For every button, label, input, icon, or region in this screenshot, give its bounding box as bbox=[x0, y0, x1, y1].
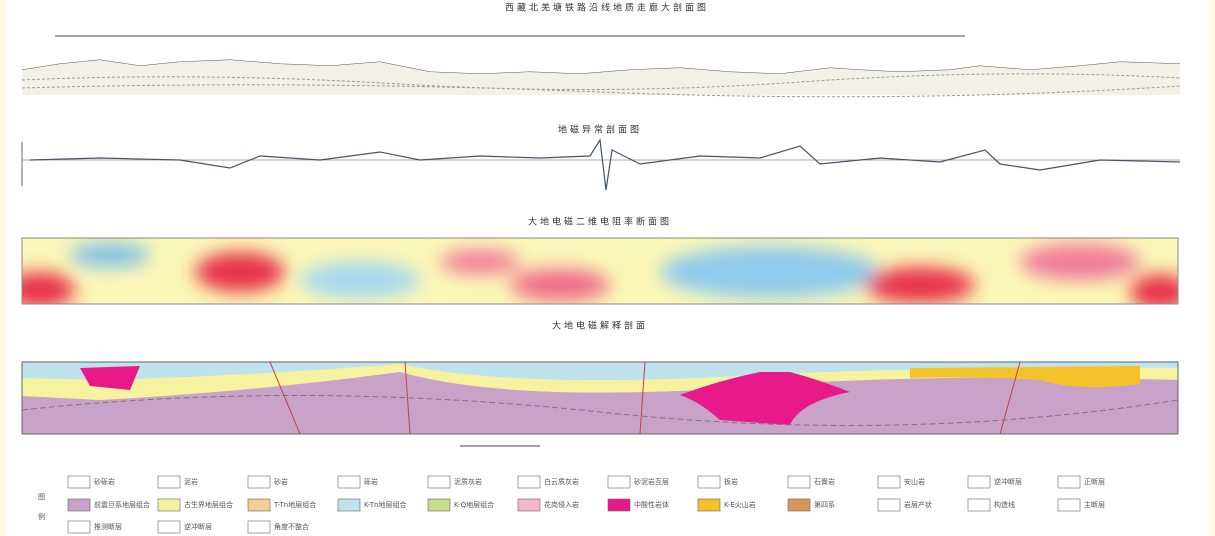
legend-label: 岩层产状 bbox=[904, 500, 932, 509]
legend-label: 主断层 bbox=[1084, 500, 1105, 509]
legend-swatch bbox=[68, 521, 90, 533]
legend-label: 石膏岩 bbox=[814, 477, 835, 486]
legend-label: 推测断层 bbox=[94, 522, 122, 531]
legend-label: 砂岩 bbox=[274, 477, 288, 486]
panel-title: 大地电磁二维电阻率断面图 bbox=[528, 216, 672, 228]
legend-label: T-Tn地层组合 bbox=[273, 500, 316, 509]
legend-label: K-Tn地层组合 bbox=[364, 500, 406, 509]
legend-label: 板岩 bbox=[724, 477, 738, 486]
legend-label: 古生界地层组合 bbox=[184, 500, 233, 509]
legend-label: 角度不整合 bbox=[274, 522, 309, 531]
legend-swatch bbox=[158, 521, 180, 533]
legend-label: 泥质灰岩 bbox=[454, 477, 482, 486]
legend-swatch bbox=[518, 499, 540, 511]
legend-swatch bbox=[68, 499, 90, 511]
legend-label: 花岗侵入岩 bbox=[544, 500, 579, 509]
legend-label: 第四系 bbox=[814, 500, 835, 509]
legend-swatch bbox=[248, 521, 270, 533]
legend-label: 逆冲断层 bbox=[994, 477, 1022, 486]
legend-swatch bbox=[68, 476, 90, 488]
legend-label: 正断层 bbox=[1084, 477, 1105, 486]
legend-swatch bbox=[698, 499, 720, 511]
legend-swatch bbox=[788, 499, 810, 511]
legend-swatch bbox=[248, 476, 270, 488]
legend-swatch bbox=[968, 476, 990, 488]
legend-label: 逆冲断层 bbox=[184, 522, 212, 531]
legend-swatch bbox=[878, 499, 900, 511]
panel-title: 地磁异常剖面图 bbox=[558, 124, 642, 136]
legend-swatch bbox=[608, 476, 630, 488]
legend-swatch bbox=[968, 499, 990, 511]
legend-label: 构造线 bbox=[994, 500, 1015, 509]
legend-swatch bbox=[518, 476, 540, 488]
legend-swatch bbox=[608, 499, 630, 511]
legend-swatch bbox=[788, 476, 810, 488]
legend-swatch bbox=[698, 476, 720, 488]
legend-label: 砾岩 bbox=[364, 477, 378, 486]
legend-label: K-E火山岩 bbox=[724, 500, 756, 509]
legend-swatch bbox=[248, 499, 270, 511]
legend-heading: 图 bbox=[38, 493, 45, 501]
resistivity-section bbox=[5, 238, 1190, 310]
legend-swatch bbox=[338, 476, 360, 488]
legend-swatch bbox=[428, 499, 450, 511]
figure: 西藏北羌塘铁路沿线地质走廊大剖面图 地磁异常剖面图 大地电磁二维电阻率断面图 大… bbox=[0, 0, 1215, 536]
legend-swatch bbox=[158, 476, 180, 488]
legend-swatch bbox=[1058, 499, 1080, 511]
title: 西藏北羌塘铁路沿线地质走廊大剖面图 bbox=[505, 2, 709, 14]
legend-label: 安山岩 bbox=[904, 477, 925, 486]
legend-label: 前震旦系地层组合 bbox=[94, 500, 150, 509]
legend-swatch bbox=[1058, 476, 1080, 488]
legend-label: 砂泥岩互层 bbox=[634, 477, 669, 486]
interpretation-section bbox=[22, 362, 1178, 434]
legend-label: 白云质灰岩 bbox=[544, 477, 579, 486]
legend-heading: 例 bbox=[38, 512, 45, 521]
legend-swatch bbox=[338, 499, 360, 511]
legend-swatch bbox=[428, 476, 450, 488]
legend-label: 中酸性岩体 bbox=[634, 500, 669, 509]
legend-label: K-Q地层组合 bbox=[454, 500, 494, 509]
panel-title: 大地电磁解释剖面 bbox=[552, 320, 648, 332]
legend-swatch bbox=[878, 476, 900, 488]
legend-label: 泥岩 bbox=[184, 477, 198, 486]
legend-label: 砂砾岩 bbox=[94, 477, 115, 486]
legend-swatch bbox=[158, 499, 180, 511]
